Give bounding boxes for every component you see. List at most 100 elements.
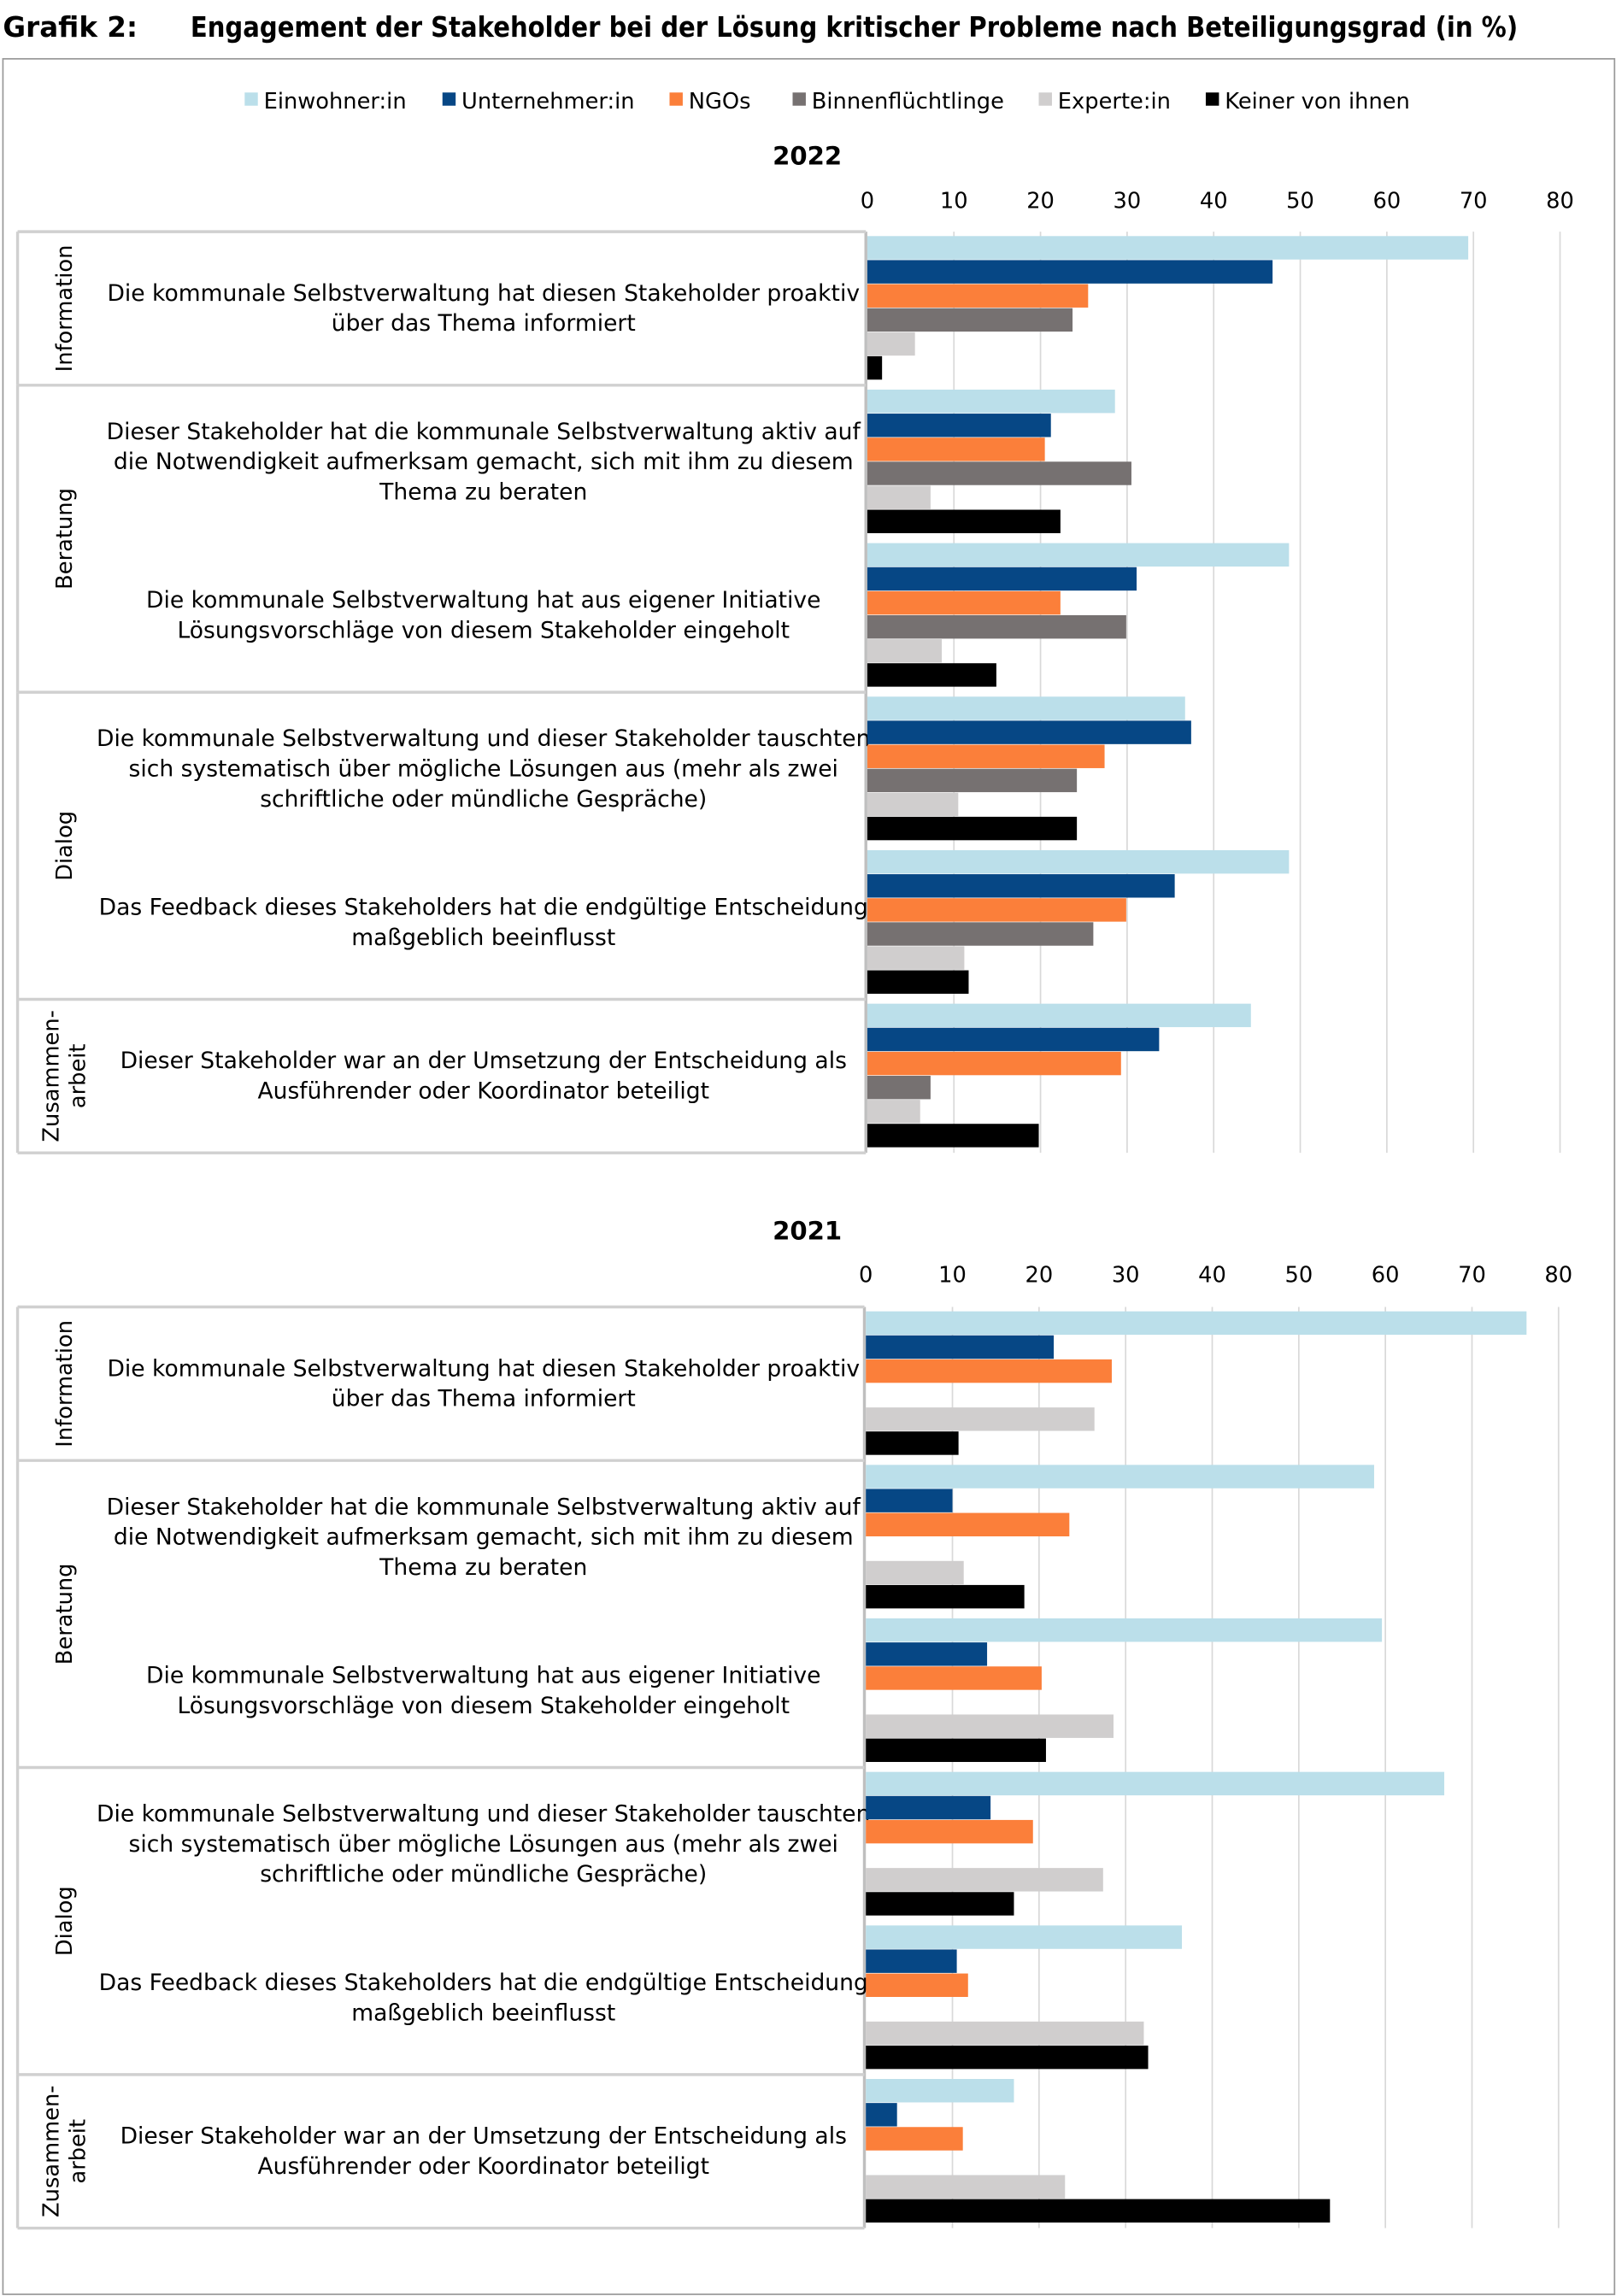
- bar-experte-in: [867, 639, 943, 663]
- legend-item: Unternehmer:in: [442, 89, 635, 115]
- x-tick-label: 40: [1200, 189, 1228, 214]
- legend-item: NGOs: [669, 89, 751, 115]
- bar-experte-in: [866, 2175, 1066, 2199]
- bar-keiner-von-ihnen: [867, 355, 883, 380]
- bar-einwohner-in: [866, 1465, 1374, 1489]
- bar-unternehmer-in: [867, 567, 1137, 591]
- category-label: Ausführender oder Koordinator beteiligt: [257, 2153, 709, 2180]
- bar-experte-in: [867, 792, 959, 817]
- category-label: Das Feedback dieses Stakeholders hat die…: [99, 895, 868, 921]
- bar-einwohner-in: [866, 1311, 1527, 1336]
- x-tick-label: 50: [1286, 189, 1314, 214]
- bar-experte-in: [866, 1868, 1103, 1892]
- category-label: Die kommunale Selbstverwaltung und diese…: [97, 725, 871, 752]
- category-label: schriftliche oder mündliche Gespräche): [260, 786, 707, 813]
- bar-ngos: [866, 1819, 1033, 1844]
- legend-label: NGOs: [689, 89, 751, 115]
- bar-keiner-von-ihnen: [866, 1584, 1025, 1609]
- bar-binnenflüchtlinge: [867, 1075, 931, 1100]
- year-title: 2021: [773, 1217, 842, 1246]
- bar-experte-in: [866, 1714, 1114, 1738]
- year-title: 2022: [773, 141, 842, 170]
- bar-unternehmer-in: [866, 2103, 897, 2127]
- bar-experte-in: [867, 485, 931, 509]
- figure-frame: [2, 57, 1616, 2295]
- category-label: sich systematisch über mögliche Lösungen…: [129, 756, 838, 783]
- x-tick-label: 20: [1025, 1262, 1054, 1288]
- bar-unternehmer-in: [866, 1949, 957, 1973]
- category-label: Die kommunale Selbstverwaltung hat aus e…: [146, 1663, 820, 1689]
- bar-unternehmer-in: [866, 1335, 1055, 1359]
- legend-label: Einwohner:in: [264, 89, 407, 115]
- category-label: die Notwendigkeit aufmerksam gemacht, si…: [114, 1524, 854, 1551]
- group-label: arbeit: [65, 2119, 91, 2184]
- category-label: Das Feedback dieses Stakeholders hat die…: [99, 1970, 868, 1996]
- category-label: Lösungsvorschläge von diesem Stakeholder…: [177, 618, 790, 644]
- x-tick-label: 60: [1373, 189, 1402, 214]
- group-label: Zusammen-: [39, 1010, 65, 1142]
- bar-experte-in: [867, 1100, 920, 1124]
- bar-einwohner-in: [866, 2079, 1014, 2103]
- bar-einwohner-in: [867, 236, 1469, 260]
- bar-keiner-von-ihnen: [867, 509, 1061, 533]
- legend-item: Einwohner:in: [244, 89, 407, 115]
- group-label: Information: [52, 1320, 78, 1447]
- category-label: die Notwendigkeit aufmerksam gemacht, si…: [114, 449, 854, 475]
- x-tick-label: 30: [1112, 1262, 1140, 1288]
- x-tick-label: 50: [1284, 1262, 1313, 1288]
- bar-unternehmer-in: [866, 1489, 953, 1512]
- bar-keiner-von-ihnen: [866, 1738, 1046, 1763]
- bar-binnenflüchtlinge: [867, 922, 1094, 946]
- bar-experte-in: [866, 1560, 964, 1585]
- legend-label: Binnenflüchtlinge: [812, 89, 1004, 115]
- x-tick-label: 80: [1546, 189, 1574, 214]
- bar-binnenflüchtlinge: [867, 461, 1131, 485]
- legend-label: Experte:in: [1058, 89, 1171, 115]
- group-label: Dialog: [52, 1886, 78, 1956]
- legend-swatch: [442, 92, 456, 106]
- category-label: Die kommunale Selbstverwaltung hat diese…: [107, 280, 860, 307]
- category-label: schriftliche oder mündliche Gespräche): [260, 1861, 707, 1888]
- legend: Einwohner:in Unternehmer:in NGOs Binnenflüc…: [244, 89, 1410, 115]
- x-tick-label: 60: [1372, 1262, 1400, 1288]
- legend-swatch: [792, 92, 806, 106]
- category-label: Dieser Stakeholder war an der Umsetzung …: [120, 1048, 847, 1074]
- bar-einwohner-in: [866, 1925, 1183, 1949]
- bar-experte-in: [866, 1407, 1095, 1431]
- category-label: Dieser Stakeholder hat die kommunale Sel…: [107, 419, 861, 445]
- category-label: Thema zu beraten: [379, 479, 587, 506]
- bar-binnenflüchtlinge: [867, 308, 1073, 332]
- legend-swatch: [669, 92, 683, 106]
- bar-einwohner-in: [867, 849, 1290, 874]
- bar-keiner-von-ihnen: [867, 816, 1078, 841]
- x-tick-label: 10: [938, 1262, 967, 1288]
- bar-unternehmer-in: [867, 874, 1175, 898]
- chart-title: Engagement der Stakeholder bei der Lösun…: [191, 11, 1518, 44]
- bar-keiner-von-ihnen: [866, 1431, 959, 1455]
- legend-label: Unternehmer:in: [461, 89, 635, 115]
- bar-keiner-von-ihnen: [867, 663, 996, 687]
- legend-swatch: [244, 92, 258, 106]
- x-tick-label: 40: [1198, 1262, 1226, 1288]
- bar-keiner-von-ihnen: [866, 1892, 1014, 1916]
- bar-ngos: [867, 898, 1126, 922]
- category-label: Lösungsvorschläge von diesem Stakeholder…: [177, 1693, 790, 1719]
- category-label: maßgeblich beeinflusst: [351, 925, 615, 951]
- figure-label: Grafik 2:: [3, 11, 138, 44]
- group-label: Beratung: [52, 1563, 78, 1665]
- legend-item: Experte:in: [1038, 89, 1171, 115]
- bar-experte-in: [866, 2021, 1144, 2046]
- legend-swatch: [1038, 92, 1052, 106]
- x-tick-label: 0: [861, 189, 874, 214]
- bar-einwohner-in: [867, 389, 1115, 414]
- bar-einwohner-in: [866, 1618, 1383, 1642]
- group-label: Dialog: [52, 811, 78, 881]
- bar-binnenflüchtlinge: [867, 768, 1078, 793]
- bar-keiner-von-ihnen: [867, 1124, 1039, 1148]
- bar-ngos: [867, 590, 1061, 615]
- category-label: Die kommunale Selbstverwaltung hat aus e…: [146, 587, 820, 614]
- category-label: über das Thema informiert: [332, 1386, 636, 1412]
- bar-einwohner-in: [867, 696, 1185, 720]
- bar-ngos: [866, 1512, 1070, 1536]
